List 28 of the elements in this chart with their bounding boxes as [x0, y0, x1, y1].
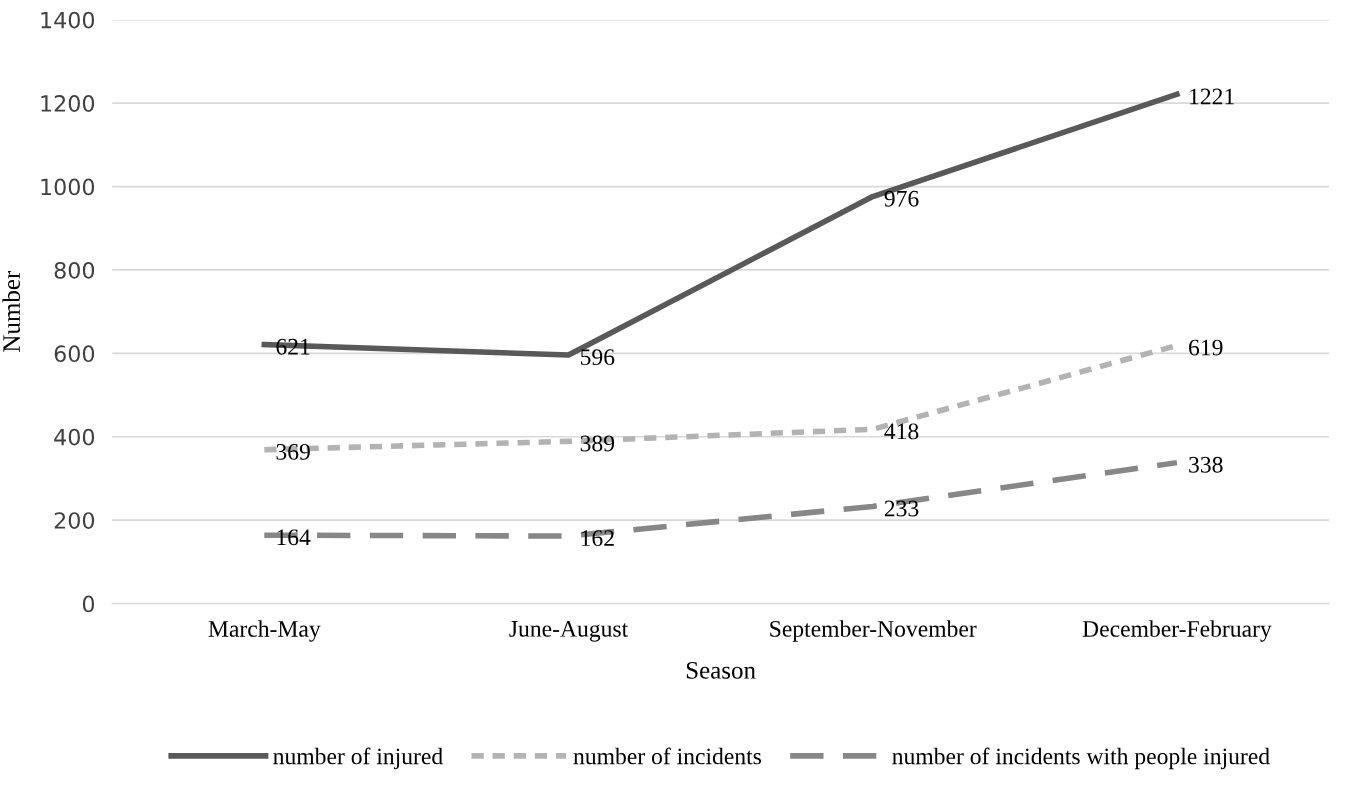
y-tick-label: 1000	[41, 178, 95, 196]
y-tick-label: 1200	[41, 95, 95, 112]
x-tick-label: September-November	[770, 620, 977, 642]
x-axis-title: Season	[686, 661, 756, 679]
data-label: 162	[581, 530, 614, 547]
legend-label: number of injured	[273, 747, 443, 770]
y-tick-label: 600	[54, 345, 95, 363]
y-tick-label: 800	[54, 261, 95, 279]
y-tick-label: 400	[54, 428, 95, 446]
x-tick-label: March-May	[208, 620, 321, 642]
data-label: 596	[581, 349, 615, 366]
legend-label: number of incidents	[573, 747, 762, 765]
data-label: 233	[884, 500, 919, 517]
y-axis-title: Number	[2, 270, 21, 352]
x-tick-label: June-August	[509, 620, 629, 642]
y-tick-label: 0	[82, 595, 95, 613]
legend-label: number of incidents with people injured	[892, 747, 1270, 770]
y-tick-label: 1400	[41, 11, 95, 29]
data-label: 418	[884, 423, 919, 440]
y-tick-label: 200	[54, 512, 95, 529]
data-label: 369	[276, 443, 310, 460]
data-label: 164	[277, 529, 311, 546]
data-label: 389	[580, 435, 615, 452]
data-label: 1221	[1190, 88, 1234, 105]
data-label: 619	[1189, 339, 1223, 356]
x-tick-label: December-February	[1082, 620, 1272, 642]
data-label: 338	[1189, 456, 1223, 473]
data-label: 976	[884, 190, 919, 207]
